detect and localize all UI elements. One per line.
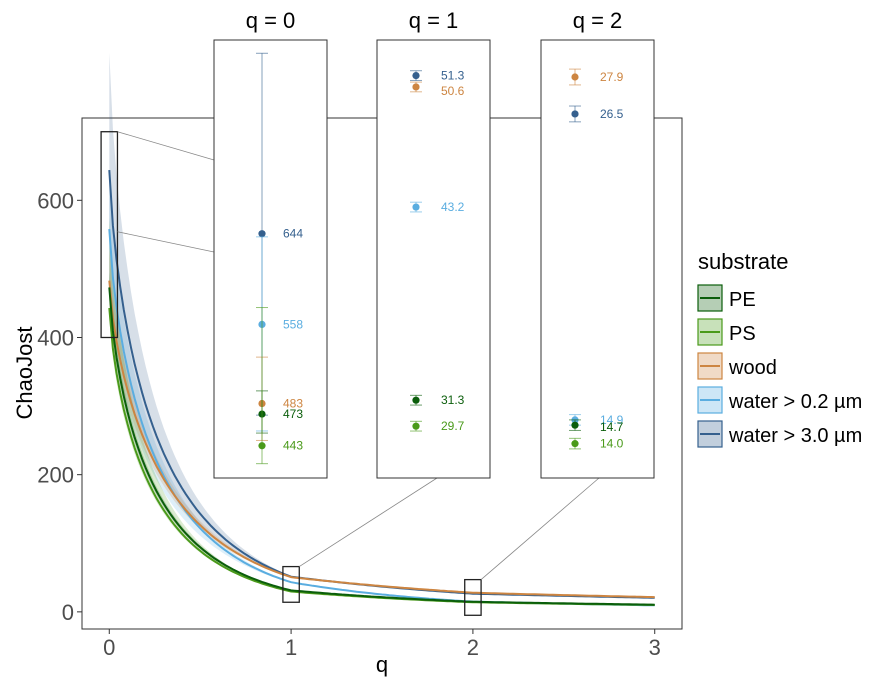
y-tick-label: 200 [37, 463, 74, 488]
point-ps [258, 442, 266, 450]
series-lines [108, 170, 655, 607]
y-axis-title: ChaoJost [12, 327, 37, 420]
point-water-3-0-um [412, 71, 420, 80]
value-label-water-0-2-um: 558 [283, 317, 303, 331]
point-wood [571, 73, 579, 81]
x-axis-title: q [376, 652, 388, 677]
value-label-pe: 14.7 [600, 420, 624, 434]
value-label-ps: 29.7 [441, 419, 465, 433]
inset-panel-q2 [540, 39, 655, 479]
connector-line [117, 131, 215, 161]
legend-label-water-0-2-um: water > 0.2 µm [728, 391, 862, 413]
y-tick-label: 400 [37, 325, 74, 350]
legend: substrate PE PS wood water > 0.2 µm water > … [697, 249, 862, 448]
value-label-water-0-2-um: 43.2 [441, 200, 465, 214]
x-tick-label: 0 [103, 635, 115, 660]
legend-label-water-3-0-um: water > 3.0 µm [728, 425, 862, 447]
zoom-box-q0 [100, 131, 119, 339]
inset-panel-q1 [376, 39, 491, 479]
value-label-water-3-0-um: 644 [283, 227, 303, 241]
inset-panel-q0 [213, 39, 328, 479]
value-label-wood: 483 [283, 397, 303, 411]
value-label-water-0-2-um: 14.9 [600, 413, 624, 427]
x-tick-label: 1 [285, 635, 297, 660]
value-label-water-3-0-um: 26.5 [600, 107, 624, 121]
point-pe [412, 396, 420, 404]
point-water-0-2-um [412, 203, 420, 211]
x-axis: 0 1 2 3 [103, 629, 661, 660]
legend-label-wood: wood [728, 357, 777, 379]
value-label-ps: 14.0 [600, 437, 624, 451]
connector-line [117, 231, 215, 253]
value-label-pe: 31.3 [441, 393, 465, 407]
point-water-3-0-um [258, 230, 266, 238]
connector-line [480, 477, 600, 580]
inset-title: q = 1 [409, 8, 459, 33]
value-label-pe: 473 [283, 407, 303, 421]
y-tick-label: 600 [37, 188, 74, 213]
point-pe [571, 421, 579, 429]
value-label-wood: 50.6 [441, 84, 465, 98]
y-axis: 0 200 400 600 [37, 188, 82, 625]
legend-title: substrate [698, 249, 789, 274]
point-water-3-0-um [571, 110, 579, 118]
value-label-water-3-0-um: 51.3 [441, 69, 465, 83]
value-label-wood: 27.9 [600, 70, 624, 84]
connector-line [299, 477, 438, 567]
zoom-box-q1 [282, 565, 300, 603]
zoom-box-q2 [464, 578, 482, 616]
inset-title: q = 0 [246, 8, 296, 33]
point-wood [412, 83, 420, 91]
legend-label-ps: PS [729, 323, 756, 345]
value-label-ps: 443 [283, 439, 303, 453]
x-tick-label: 3 [649, 635, 661, 660]
x-tick-label: 2 [467, 635, 479, 660]
y-tick-label: 0 [62, 600, 74, 625]
line-wood [108, 280, 655, 599]
point-ps [412, 422, 420, 430]
zoom-boxes [100, 131, 600, 616]
legend-label-pe: PE [729, 289, 756, 311]
point-ps [571, 440, 579, 448]
inset-title: q = 2 [573, 8, 623, 33]
line-pe [108, 287, 655, 606]
